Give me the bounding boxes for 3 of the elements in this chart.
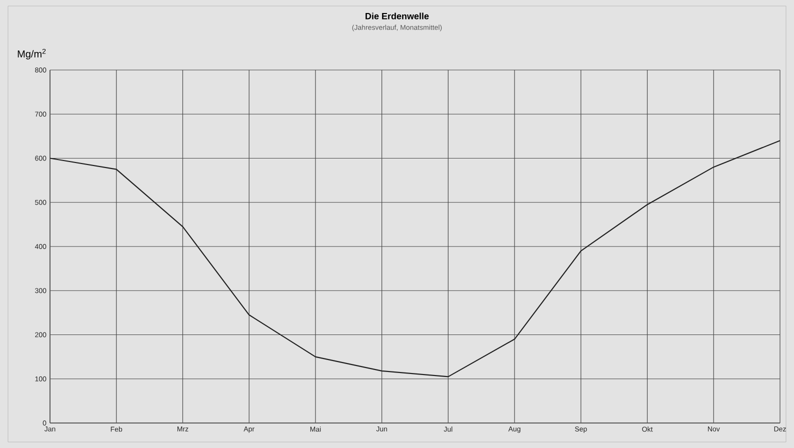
chart-title: Die Erdenwelle (366, 12, 429, 20)
y-axis-title: Mg/m$^{2}$ (18, 48, 46, 60)
line-series (50, 140, 780, 378)
